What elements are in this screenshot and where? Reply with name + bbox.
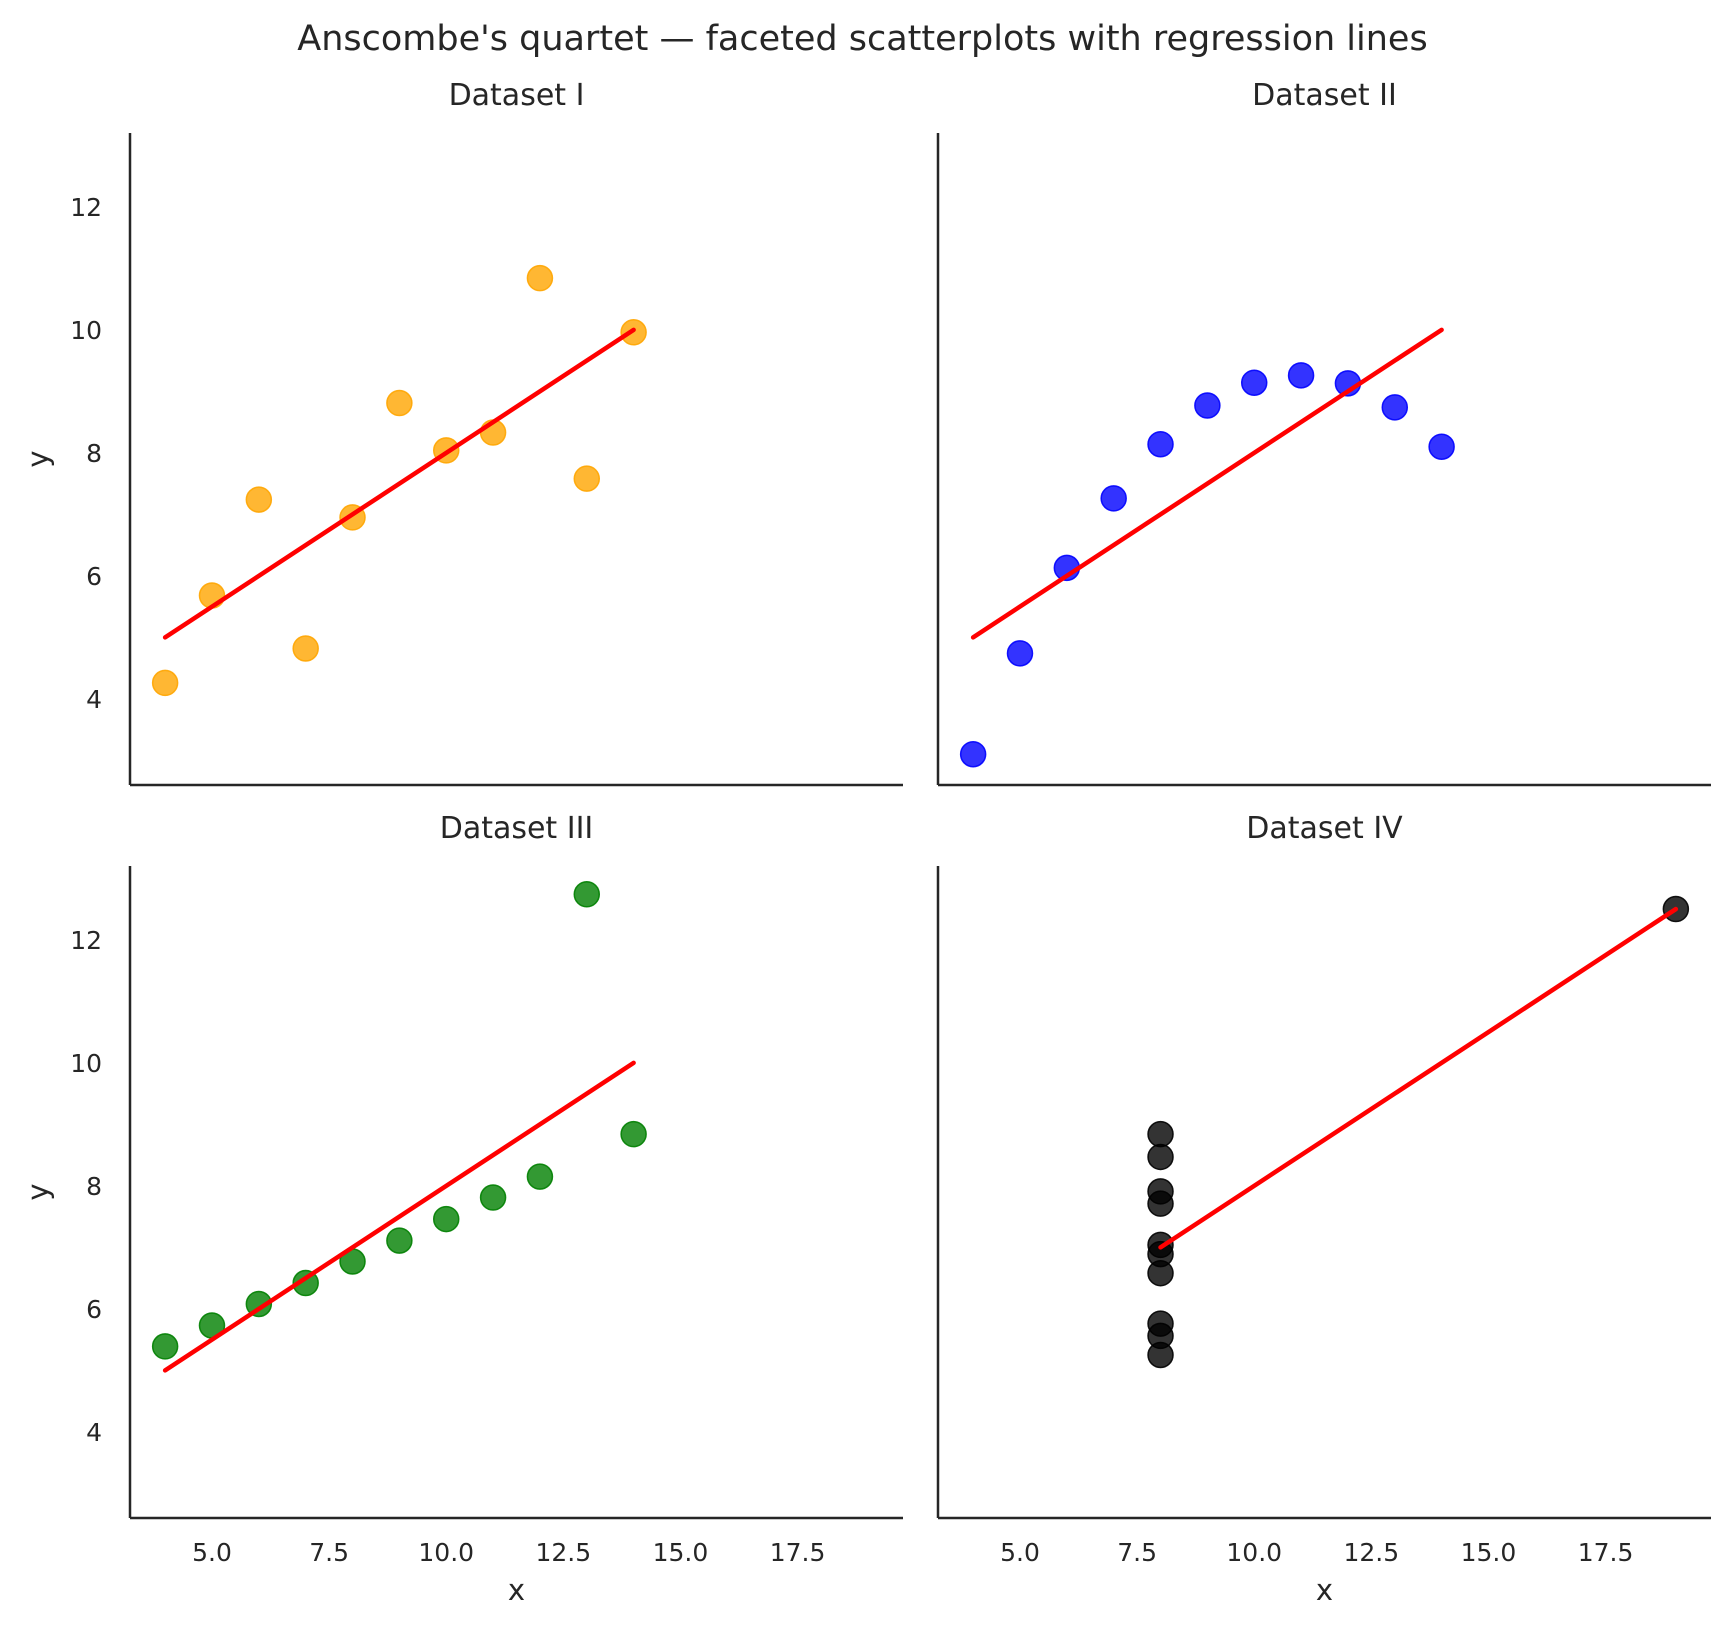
data-point [1100, 485, 1127, 512]
panel-4: Dataset IV 5.0 7.5 10.0 12.5 15.0 17.5 x [936, 811, 1711, 1607]
data-point [245, 1290, 273, 1318]
y-tick-label: 4 [86, 685, 102, 714]
data-point [1147, 1178, 1174, 1205]
data-point [151, 1333, 179, 1360]
y-tick-label: 8 [86, 439, 102, 468]
y-tick-label: 10 [70, 1049, 102, 1078]
data-point [1147, 1120, 1174, 1148]
data-point [386, 389, 413, 417]
data-point [1147, 1143, 1174, 1171]
x-tick-label: 5.0 [192, 1538, 232, 1567]
x-tick-label: 10.0 [1226, 1538, 1282, 1567]
data-point [1381, 394, 1409, 421]
y-tick-label: 12 [70, 926, 102, 955]
y-tick-label: 8 [86, 1172, 102, 1201]
data-point [1147, 1240, 1174, 1268]
data-point [386, 1227, 413, 1254]
figure-title: Anscombe's quartet — faceted scatterplot… [297, 19, 1427, 59]
data-point [1006, 640, 1034, 667]
y-axis-label: y [21, 1183, 55, 1200]
y-tick-label: 6 [86, 1295, 102, 1324]
data-point [1240, 369, 1268, 396]
x-tick-label: 7.5 [309, 1538, 349, 1567]
regression-line [970, 327, 1444, 640]
data-point [959, 740, 987, 768]
data-point [292, 635, 319, 662]
data-point [1194, 392, 1221, 419]
panel-title: Dataset III [440, 811, 594, 846]
regression-line [162, 1060, 636, 1373]
panel-1: Dataset I 4 6 8 10 12 y [21, 78, 903, 787]
data-point [1147, 1322, 1174, 1350]
y-tick-label: 6 [86, 562, 102, 591]
data-point [573, 465, 601, 492]
data-point [620, 1120, 647, 1148]
y-tick-label: 10 [70, 316, 102, 345]
data-point [1147, 430, 1174, 458]
panel-3: Dataset III 4 6 8 10 12 y 5.0 7.5 10.0 12.5 15.0 17.… [21, 811, 903, 1607]
y-axis-label: y [21, 450, 55, 467]
x-axis-label: x [1316, 1573, 1333, 1607]
data-point [526, 1163, 554, 1190]
x-tick-label: 10.0 [418, 1538, 474, 1567]
data-point [573, 881, 601, 908]
x-tick-label: 15.0 [1461, 1538, 1517, 1567]
data-point [245, 486, 273, 513]
y-tick-label: 12 [70, 193, 102, 222]
panel-title: Dataset I [449, 78, 585, 113]
panel-2: Dataset II [936, 78, 1711, 787]
data-point [526, 264, 554, 292]
data-point [151, 669, 179, 697]
data-point [479, 1184, 507, 1211]
x-tick-label: 7.5 [1117, 1538, 1157, 1567]
x-tick-label: 12.5 [1344, 1538, 1400, 1567]
x-axis-label: x [508, 1573, 525, 1607]
data-point [1428, 433, 1455, 460]
data-point [432, 1205, 460, 1233]
panels: Dataset I 4 6 8 10 12 y Dataset II Dataset III 4 6… [21, 78, 1711, 1607]
data-point [1287, 362, 1315, 389]
x-tick-label: 12.5 [536, 1538, 592, 1567]
regression-line [162, 327, 636, 640]
x-tick-label: 17.5 [1578, 1538, 1634, 1567]
data-point [292, 1269, 319, 1297]
panel-title: Dataset II [1252, 78, 1397, 113]
x-tick-label: 15.0 [653, 1538, 709, 1567]
panel-title: Dataset IV [1246, 811, 1403, 846]
x-tick-label: 17.5 [770, 1538, 826, 1567]
x-tick-label: 5.0 [1000, 1538, 1040, 1567]
regression-line [1158, 906, 1679, 1250]
y-tick-label: 4 [86, 1418, 102, 1447]
